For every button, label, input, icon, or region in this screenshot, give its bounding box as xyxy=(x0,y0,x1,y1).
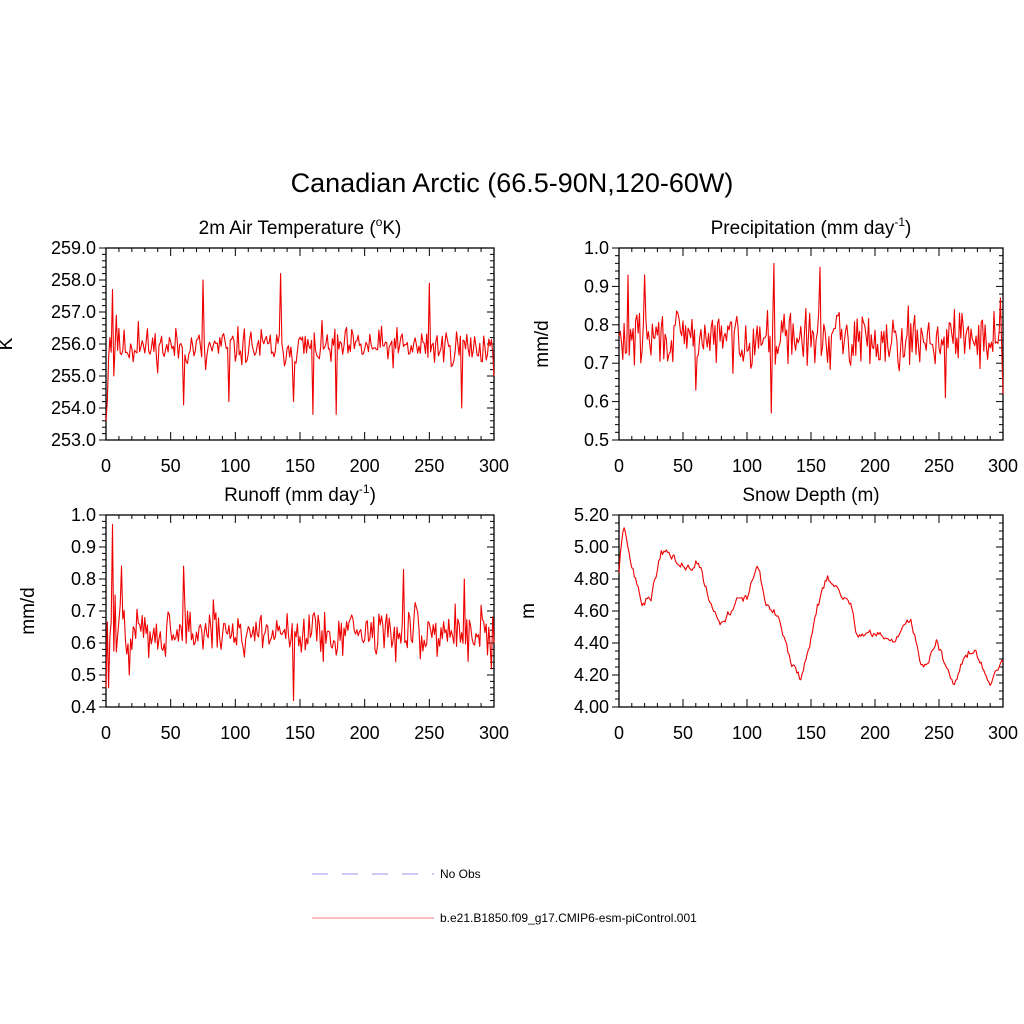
x-tick-label: 300 xyxy=(988,456,1018,476)
y-tick-label: 0.7 xyxy=(71,601,96,621)
x-tick-label: 300 xyxy=(988,723,1018,743)
x-tick-label: 250 xyxy=(924,723,954,743)
panel-title-tail: ) xyxy=(370,485,376,506)
panel-title-main: Precipitation (mm day xyxy=(711,218,895,239)
x-tick-label: 0 xyxy=(101,723,111,743)
x-tick-label: 50 xyxy=(161,456,181,476)
x-tick-label: 50 xyxy=(673,723,693,743)
x-tick-label: 0 xyxy=(614,723,624,743)
legend: No Obs b.e21.B1850.f09_g17.CMIP6-esm-piCo… xyxy=(312,867,697,925)
panel-title-main: 2m Air Temperature ( xyxy=(199,218,377,239)
y-tick-label: 258.0 xyxy=(51,270,96,290)
x-tick-label: 200 xyxy=(350,456,380,476)
x-tick-label: 50 xyxy=(673,456,693,476)
series-line xyxy=(618,262,1004,414)
series-line xyxy=(618,527,1004,686)
y-tick-label: 0.8 xyxy=(71,569,96,589)
y-tick-label: 4.80 xyxy=(574,569,609,589)
series-line xyxy=(105,273,495,421)
panel-title: Runoff (mm day-1) xyxy=(224,482,376,506)
x-tick-label: 100 xyxy=(732,723,762,743)
chart-panel-1: 2m Air Temperature (oK) K 0 50 100 150 200 250 3… xyxy=(0,215,509,476)
x-tick-label: 100 xyxy=(220,723,250,743)
x-tick-label: 250 xyxy=(924,456,954,476)
y-tick-label: 5.20 xyxy=(574,505,609,525)
x-tick-label: 100 xyxy=(732,456,762,476)
y-axis-label: mm/d xyxy=(18,587,39,635)
x-tick-label: 150 xyxy=(796,723,826,743)
y-tick-label: 0.6 xyxy=(71,633,96,653)
x-tick-label: 200 xyxy=(860,723,890,743)
y-tick-label: 0.4 xyxy=(71,697,96,717)
plot-frame xyxy=(618,514,1004,708)
y-tick-label: 0.7 xyxy=(584,353,609,373)
y-tick-label: 0.8 xyxy=(584,315,609,335)
y-axis-label: mm/d xyxy=(532,320,553,368)
panel-title-main: Snow Depth (m) xyxy=(742,485,879,506)
y-tick-label: 0.5 xyxy=(71,665,96,685)
y-tick-label: 5.00 xyxy=(574,537,609,557)
panel-title-tail: K) xyxy=(382,218,401,239)
y-tick-label: 257.0 xyxy=(51,302,96,322)
x-tick-label: 150 xyxy=(285,456,315,476)
chart-panels: 2m Air Temperature (oK) K 0 50 100 150 200 250 3… xyxy=(0,215,1018,743)
legend-label: b.e21.B1850.f09_g17.CMIP6-esm-piControl.… xyxy=(440,911,697,925)
chart-panel-2: Precipitation (mm day-1) mm/d 0 50 100 150 200… xyxy=(532,215,1018,476)
series-line xyxy=(105,524,495,702)
x-tick-label: 250 xyxy=(414,723,444,743)
y-tick-label: 255.0 xyxy=(51,366,96,386)
x-tick-label: 200 xyxy=(860,456,890,476)
x-tick-label: 50 xyxy=(161,723,181,743)
panel-title-main: Runoff (mm day xyxy=(224,485,359,506)
panel-title-superscript: o xyxy=(376,215,383,229)
x-tick-label: 200 xyxy=(350,723,380,743)
y-tick-label: 254.0 xyxy=(51,398,96,418)
panel-title: Precipitation (mm day-1) xyxy=(711,215,912,239)
y-tick-label: 4.40 xyxy=(574,633,609,653)
x-tick-label: 300 xyxy=(479,723,509,743)
y-tick-label: 1.0 xyxy=(71,505,96,525)
y-axis-label: K xyxy=(0,337,17,350)
y-tick-label: 1.0 xyxy=(584,238,609,258)
y-tick-label: 0.9 xyxy=(584,276,609,296)
panel-title-superscript: -1 xyxy=(359,482,370,496)
panel-title: 2m Air Temperature (oK) xyxy=(199,215,402,239)
panel-title-superscript: -1 xyxy=(894,215,905,229)
x-tick-label: 150 xyxy=(285,723,315,743)
y-tick-label: 253.0 xyxy=(51,430,96,450)
figure-title: Canadian Arctic (66.5-90N,120-60W) xyxy=(291,168,734,198)
x-tick-label: 100 xyxy=(220,456,250,476)
x-tick-label: 0 xyxy=(101,456,111,476)
y-tick-label: 256.0 xyxy=(51,334,96,354)
y-tick-label: 4.00 xyxy=(574,697,609,717)
x-tick-label: 0 xyxy=(614,456,624,476)
y-tick-label: 4.20 xyxy=(574,665,609,685)
panel-title-tail: ) xyxy=(905,218,911,239)
x-tick-label: 150 xyxy=(796,456,826,476)
y-tick-label: 0.5 xyxy=(584,430,609,450)
plot-frame xyxy=(105,514,495,708)
x-tick-label: 300 xyxy=(479,456,509,476)
chart-panel-3: Runoff (mm day-1) mm/d 0 50 100 150 200 250 300 0… xyxy=(18,482,509,743)
panel-title: Snow Depth (m) xyxy=(742,485,879,506)
legend-label: No Obs xyxy=(440,867,481,881)
y-tick-label: 259.0 xyxy=(51,238,96,258)
x-tick-label: 250 xyxy=(414,456,444,476)
chart-panel-4: Snow Depth (m) m 0 50 100 150 200 250 300 4.00 4.2… xyxy=(518,485,1018,743)
y-tick-label: 0.6 xyxy=(584,392,609,412)
y-axis-label: m xyxy=(518,603,539,619)
y-tick-label: 0.9 xyxy=(71,537,96,557)
y-tick-label: 4.60 xyxy=(574,601,609,621)
